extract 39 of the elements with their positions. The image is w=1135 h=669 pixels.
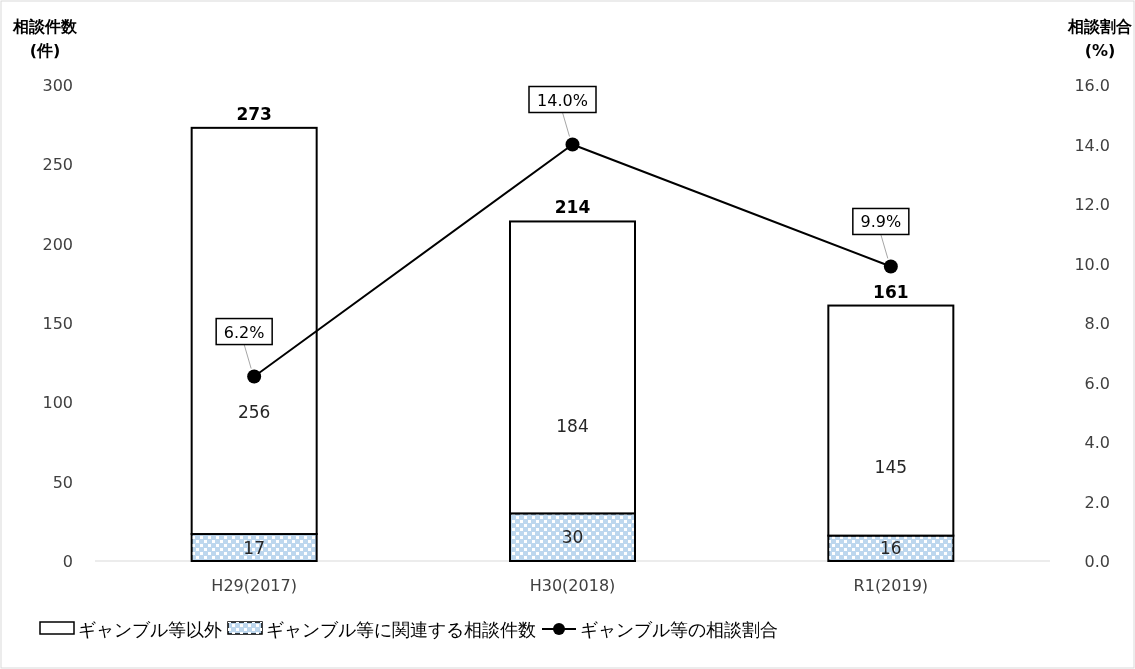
total-label: 273 — [236, 103, 272, 124]
y2-tick-label: 2.0 — [1084, 492, 1110, 512]
point — [565, 137, 580, 152]
y2-tick-label: 0.0 — [1084, 552, 1110, 571]
total-label: 161 — [873, 281, 909, 302]
legend-label: ギャンブル等に関連する相談件数 — [266, 619, 536, 640]
legend-label: ギャンブル等の相談割合 — [580, 619, 778, 640]
y2-tick-label: 6.0 — [1084, 373, 1110, 393]
y2-tick-label: 12.0 — [1074, 195, 1110, 214]
y2-tick-label: 16.0 — [1074, 76, 1110, 95]
data-label: 256 — [237, 402, 271, 423]
legend-label: ギャンブル等以外 — [78, 619, 222, 640]
y2-tick-label: 14.0 — [1074, 135, 1110, 155]
point — [247, 369, 262, 384]
y2-tick-label: 8.0 — [1084, 314, 1110, 333]
y-tick-label: 300 — [42, 76, 73, 95]
y-tick-label: 50 — [52, 472, 73, 492]
y-axis-title: 相談件数 (件) — [12, 17, 78, 60]
data-label: 184 — [556, 415, 589, 436]
total-label: 214 — [554, 197, 591, 218]
data-label: 9.9% — [860, 212, 902, 232]
y-tick-label: 100 — [42, 393, 73, 413]
point — [883, 259, 898, 274]
y2-tick-label: 10.0 — [1074, 254, 1110, 274]
y-tick-label: 200 — [42, 234, 73, 254]
x-tick-label: H29(2017) — [211, 576, 297, 595]
data-label: 16 — [880, 538, 902, 559]
data-label: 6.2% — [223, 322, 265, 342]
x-tick-label: H30(2018) — [529, 576, 616, 595]
y2-tick-label: 4.0 — [1084, 433, 1110, 452]
data-label: 17 — [243, 537, 265, 558]
y2-axis-title: 相談割合 (%) — [1067, 17, 1132, 60]
x-tick-label: R1(2019) — [853, 576, 929, 595]
y-tick-label: 150 — [42, 314, 73, 333]
data-label: 14.0% — [537, 90, 588, 110]
data-label: 30 — [561, 527, 584, 548]
data-label: 145 — [874, 456, 908, 477]
y-tick-label: 0 — [62, 552, 73, 571]
y-tick-label: 250 — [42, 155, 73, 175]
